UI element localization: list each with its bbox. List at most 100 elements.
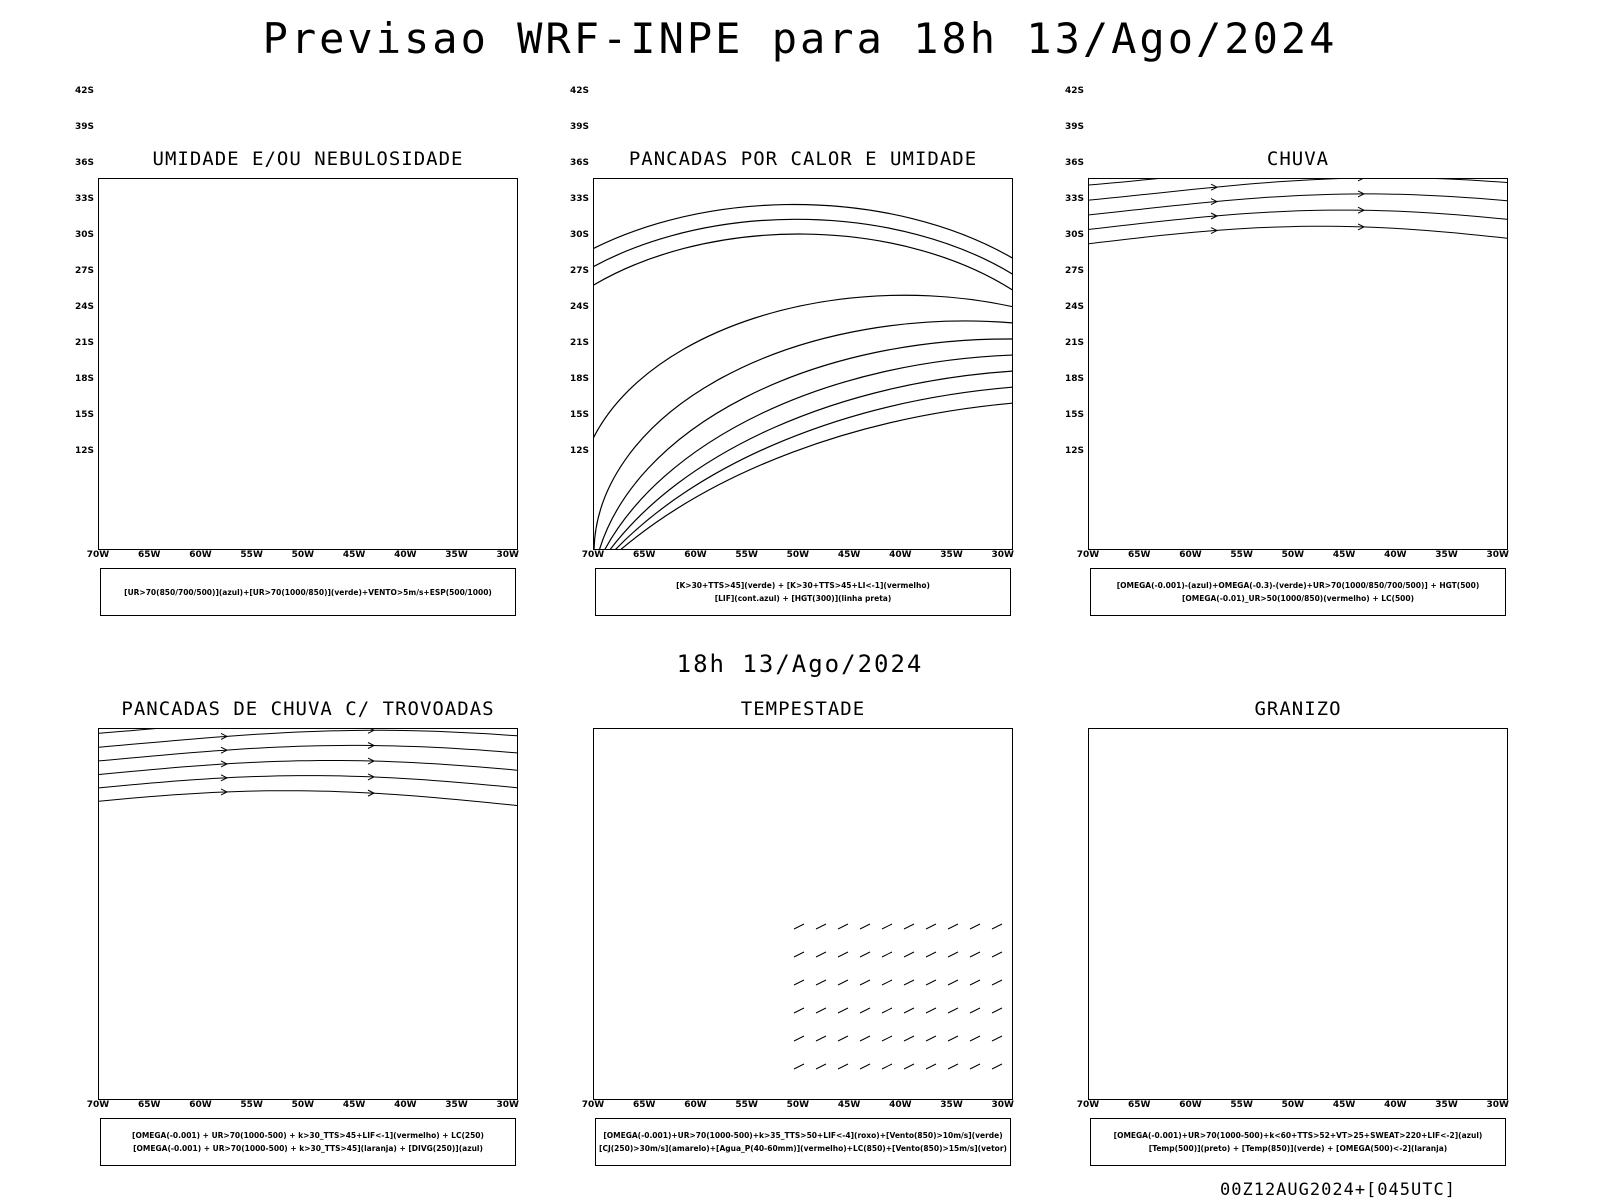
lon-tick-label: 60W [684,1100,707,1110]
map-svg: 1012101610201024570564558552576 [99,179,518,550]
lon-tick-label: 30W [991,1100,1014,1110]
lon-tick-label: 60W [684,550,707,560]
legend-line: [CJ(250)>30m/s](amarelo)+[Agua_P(40-60mm… [599,1144,1007,1153]
legend-line: [OMEGA(-0.001)+UR>70(1000-500)+k<60+TTS>… [1113,1131,1483,1140]
map-panel-calor: PANCADAS POR CALOR E UMIDADE 960095209440… [582,148,1014,618]
lat-tick-label: 12S [74,446,94,456]
panel-legend: [OMEGA(-0.001)-(azul)+OMEGA(-0.3)-(verde… [1090,568,1506,616]
lon-tick-label: 70W [581,1100,605,1110]
lat-tick-label: 36S [569,158,589,168]
lat-tick-label: 21S [569,338,589,348]
lon-tick-label: 55W [240,1100,263,1110]
lon-tick-label: 45W [1332,1100,1356,1110]
legend-line: [OMEGA(-0.001) + UR>70(1000-500) + k>30_… [133,1144,483,1153]
lon-tick-label: 70W [86,1100,110,1110]
map-panel-chuva: CHUVA58858257657056455812S15S18S21S24S27… [1077,148,1509,618]
lon-tick-label: 60W [189,1100,212,1110]
lat-tick-label: 39S [1064,122,1084,132]
panel-legend: [OMEGA(-0.001)+UR>70(1000-500)+k<60+TTS>… [1090,1118,1506,1166]
lat-tick-label: 18S [74,374,94,384]
lon-tick-label: 65W [632,1100,656,1110]
lat-tick-label: 24S [569,302,589,312]
lon-tick-label: 30W [496,1100,519,1110]
lat-tick-label: 33S [569,194,589,204]
lon-tick-label: 30W [496,550,519,560]
panel-title: TEMPESTADE [740,698,866,720]
panel-title: GRANIZO [1254,698,1342,720]
lon-tick-label: 50W [1281,550,1305,560]
map-svg: -15-18-21-24151821 [1089,729,1508,1100]
lon-tick-label: 70W [1076,550,1100,560]
lon-tick-label: 30W [991,550,1014,560]
lat-tick-label: 27S [74,266,94,276]
legend-line: [OMEGA(-0.001)-(azul)+OMEGA(-0.3)-(verde… [1116,581,1480,590]
map-svg: 960095209440936092809200 [594,203,1012,549]
lon-tick-label: 35W [445,550,468,560]
lat-tick-label: 39S [74,122,94,132]
lat-tick-label: 33S [74,194,94,204]
lon-tick-label: 45W [1332,550,1356,560]
lon-tick-label: 35W [940,1100,963,1110]
lat-tick-label: 24S [1064,302,1084,312]
lat-tick-label: 15S [74,410,94,420]
lat-tick-label: 21S [74,338,94,348]
mid-date: 18h 13/Ago/2024 [676,650,924,678]
lat-tick-label: 18S [569,374,589,384]
map-plot-area: 1012101610201024570564558552576 [98,178,518,550]
lon-tick-label: 35W [1435,1100,1458,1110]
lat-tick-label: 42S [74,86,94,96]
panel-legend: [K>30+TTS>45](verde) + [K>30+TTS>45+LI<-… [595,568,1011,616]
legend-line: [OMEGA(-0.01)_UR>50(1000/850)(vermelho) … [1181,594,1415,603]
lon-tick-label: 40W [889,550,912,560]
lat-tick-label: 42S [1064,86,1084,96]
lon-tick-label: 40W [889,1100,912,1110]
lat-tick-label: 33S [1064,194,1084,204]
panel-legend: [OMEGA(-0.001)+UR>70(1000-500)+k>35_TTS>… [595,1118,1011,1166]
lon-tick-label: 50W [786,550,810,560]
lat-tick-label: 39S [569,122,589,132]
lon-tick-label: 55W [735,550,758,560]
lon-tick-label: 40W [394,1100,417,1110]
map-panel-trov: PANCADAS DE CHUVA C/ TROVOADAS 12S 15S 18S 2… [75,86,519,1168]
lon-tick-label: 65W [1127,550,1151,560]
lat-tick-label: 15S [569,410,589,420]
lon-tick-label: 50W [1281,1100,1305,1110]
map-panel-granizo: GRANIZO -15-18-21-24151821 12S 15S 18S 21S 24S… [1065,86,1509,1168]
legend-line: [LIF](cont.azul) + [HGT(300)](linha pret… [714,594,892,603]
lat-tick-label: 12S [569,446,589,456]
lon-tick-label: 60W [1179,550,1202,560]
footer-run-info: 00Z12AUG2024+[045UTC] [1220,1180,1456,1200]
lat-tick-label: 21S [1064,338,1084,348]
map-svg [99,729,517,806]
lat-tick-label: 30S [74,230,94,240]
lon-tick-label: 40W [1384,550,1407,560]
lon-tick-label: 65W [137,1100,161,1110]
panel-legend: [UR>70(850/700/500)](azul)+[UR>70(1000/8… [100,568,516,616]
map-svg [793,923,1003,1070]
lon-tick-label: 55W [1230,1100,1253,1110]
lon-tick-label: 50W [786,1100,810,1110]
lat-tick-label: 18S [1064,374,1084,384]
map-plot-area [593,728,1013,1100]
lon-tick-label: 70W [86,550,110,560]
lon-tick-label: 45W [342,550,366,560]
lat-tick-label: 36S [74,158,94,168]
map-plot-area: -15-18-21-24151821 [1088,728,1508,1100]
lon-tick-label: 55W [735,1100,758,1110]
map-plot-area: 588582576570564558 [1088,178,1508,550]
lat-tick-label: 24S [74,302,94,312]
lat-tick-label: 27S [1064,266,1084,276]
legend-line: [OMEGA(-0.001)+UR>70(1000-500)+k>35_TTS>… [603,1131,1003,1140]
lat-tick-label: 42S [569,86,589,96]
lon-tick-label: 45W [837,1100,861,1110]
map-panel-tempest: TEMPESTADE 12S 15S 18S 21S 24S 27S 30S 33S 36S 39S… [570,86,1014,1168]
map-plot-area [98,728,518,1100]
lon-tick-label: 50W [291,1100,315,1110]
legend-line: [OMEGA(-0.001) + UR>70(1000-500) + k>30_… [132,1131,484,1140]
lon-tick-label: 65W [1127,1100,1151,1110]
map-svg: 588582576570564558 [1089,179,1507,245]
panel-title: CHUVA [1266,148,1330,170]
lon-tick-label: 60W [1179,1100,1202,1110]
lon-tick-label: 55W [1230,550,1253,560]
lon-tick-label: 35W [1435,550,1458,560]
